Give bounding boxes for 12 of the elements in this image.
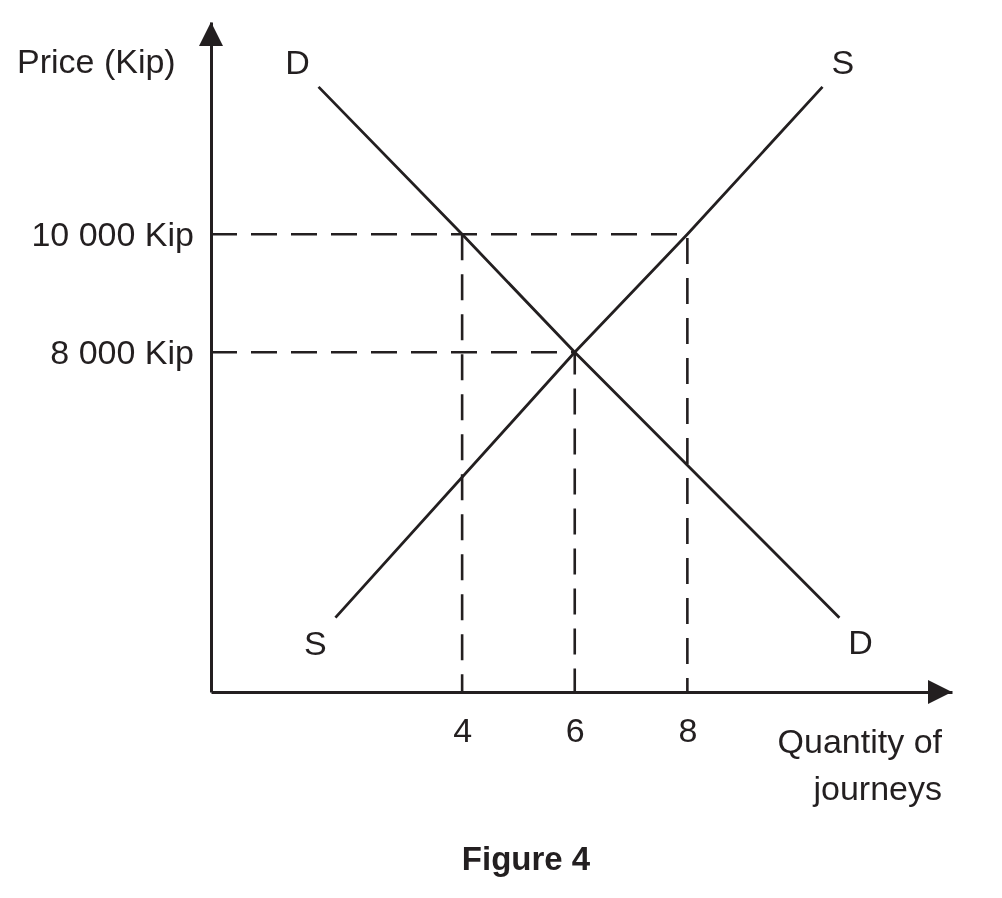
x-axis-title: Quantity of journeys — [777, 722, 943, 807]
y-tick-label: 10 000 Kip — [31, 214, 194, 253]
y-tick-label: 8 000 Kip — [50, 332, 194, 371]
series-label: S — [304, 623, 327, 662]
text: S — [831, 42, 855, 81]
text: D — [285, 43, 310, 82]
x-tick-label: 4 — [453, 711, 473, 750]
series-label: D — [848, 622, 873, 661]
x-tick-label: 6 — [565, 711, 585, 750]
y-axis-title: Price (Kip) — [17, 42, 176, 80]
x-tick-label: 8 — [678, 711, 698, 750]
text: Figure 4 — [461, 840, 591, 877]
